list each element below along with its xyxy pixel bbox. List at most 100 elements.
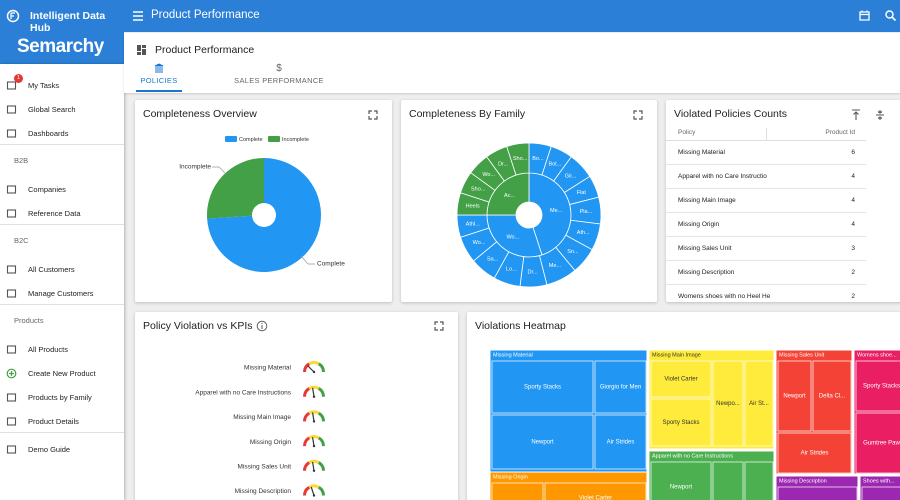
canvas[interactable] (874, 109, 886, 121)
treemap-group-label: Apparel with no Care Instructions (652, 453, 733, 459)
gauge-hub (312, 420, 316, 423)
leader-line (212, 166, 226, 174)
treemap-cell[interactable] (712, 360, 744, 447)
calendar-icon (859, 10, 870, 21)
canvas (6, 345, 17, 354)
sunburst-label: Pla... (580, 209, 593, 215)
table-row[interactable]: Missing Origin 4 (666, 213, 866, 237)
nav-item[interactable]: Create New Product (0, 362, 124, 384)
treemap-cell-label: Gumtree Paw (863, 441, 900, 447)
treemap-cell[interactable] (650, 398, 712, 447)
gauge-band (308, 410, 320, 415)
nav-item[interactable]: My Tasks 1 (0, 74, 124, 96)
treemap-cell[interactable] (777, 432, 852, 474)
canvas[interactable] (368, 110, 378, 120)
gauge-band (318, 362, 325, 372)
nav-item[interactable]: Manage Customers (0, 282, 124, 304)
gauge-band (308, 361, 320, 366)
cell: Missing Sales Unit (678, 244, 732, 252)
legend-label: Incomplete (282, 137, 309, 143)
nav-item[interactable]: Reference Data (0, 202, 124, 224)
cell: Missing Origin (678, 220, 720, 228)
logo-icon-mark (10, 12, 15, 19)
sunburst-label: Ac... (504, 193, 515, 199)
tab[interactable]: $ SALES PERFORMANCE (224, 59, 334, 93)
canvas[interactable] (434, 321, 444, 331)
legend-swatch (225, 136, 237, 142)
tab-label: POLICIES (140, 76, 178, 85)
canvas[interactable] (633, 110, 643, 120)
treemap-cell[interactable] (650, 360, 712, 398)
nav-item[interactable]: All Customers (0, 258, 124, 280)
table-row[interactable]: Apparel with no Care Instructio 4 (666, 165, 866, 189)
treemap-cell[interactable] (744, 360, 774, 447)
table-row[interactable]: Missing Sales Unit 3 (666, 237, 866, 261)
gauge-band (303, 362, 310, 372)
nav-item[interactable]: Products by Family (0, 386, 124, 408)
treemap-cell[interactable] (650, 461, 712, 500)
canvas[interactable] (858, 9, 871, 22)
canvas: Missing Material Apparel with no Care Ins… (195, 361, 325, 497)
sunburst-label: Heels (466, 204, 480, 210)
treemap-cell (491, 482, 544, 500)
nav-label: Create New Product (28, 369, 96, 378)
canvas (6, 265, 17, 274)
treemap-group-label: Missing Material (493, 352, 533, 358)
treemap-cell[interactable] (855, 360, 900, 412)
canvas[interactable] (132, 10, 144, 22)
treemap-cell[interactable] (544, 482, 647, 500)
align-center-icon (876, 110, 884, 120)
nav-icon (6, 209, 17, 218)
cell: Womens shoes with no Heel He (678, 292, 771, 300)
nav-item[interactable]: Demo Guide (0, 438, 124, 460)
treemap-cell (777, 486, 858, 500)
gauge-band (318, 485, 325, 496)
card: Completeness Overview Complete Incomplete I… (135, 100, 392, 302)
divider (0, 224, 124, 225)
gauge-hub (312, 444, 316, 448)
nav-item[interactable]: All Products (0, 338, 124, 360)
sunburst-label: Me... (550, 208, 563, 214)
treemap-cell[interactable] (594, 360, 647, 414)
nav-icon-plus (9, 371, 14, 376)
gauge-band (303, 436, 310, 447)
treemap-cell[interactable] (594, 414, 647, 470)
card-title: Completeness Overview (143, 108, 257, 120)
expand-icon (633, 110, 643, 120)
nav-item[interactable]: Dashboards (0, 122, 124, 144)
nav-item[interactable]: Companies (0, 178, 124, 200)
treemap-cell[interactable] (491, 414, 594, 470)
treemap-cell[interactable] (491, 360, 594, 414)
table-row[interactable]: Missing Main Image 4 (666, 189, 866, 213)
nav-icon (6, 368, 17, 379)
canvas: $ (276, 63, 282, 73)
canvas[interactable] (850, 109, 862, 121)
canvas[interactable] (884, 9, 897, 22)
treemap-group-label: Missing Sales Unit (779, 352, 825, 358)
tab[interactable]: POLICIES (124, 59, 194, 93)
treemap-group-label: Womens shoe... (857, 352, 897, 358)
cell: Missing Description (678, 268, 735, 276)
treemap-cell[interactable] (855, 412, 900, 474)
canvas: Missing Material Sporty Stacks Giorgio for… (489, 349, 900, 500)
gauge-needle (311, 387, 315, 397)
table-row[interactable]: Womens shoes with no Heel He 2 (666, 285, 866, 302)
treemap-cell (861, 486, 900, 500)
gauge-band (308, 435, 320, 440)
table-row[interactable]: Missing Description 2 (666, 261, 866, 285)
sunburst-segment (506, 142, 530, 176)
treemap-cell[interactable] (812, 360, 852, 432)
nav-icon (6, 265, 17, 274)
sunburst-label: Ath... (577, 230, 590, 236)
cell: 4 (851, 196, 855, 204)
column-divider (766, 128, 767, 140)
sunburst-label: Lo... (506, 267, 517, 273)
cell: 6 (851, 148, 855, 156)
gauge-band (318, 436, 325, 447)
app-name: Intelligent Data Hub (30, 10, 106, 35)
nav-item[interactable]: Product Details (0, 410, 124, 432)
card-title: Violated Policies Counts (674, 108, 788, 120)
table-row[interactable]: Missing Material 6 (666, 141, 866, 165)
nav-item[interactable]: Global Search (0, 98, 124, 120)
treemap-cell[interactable] (777, 360, 812, 432)
